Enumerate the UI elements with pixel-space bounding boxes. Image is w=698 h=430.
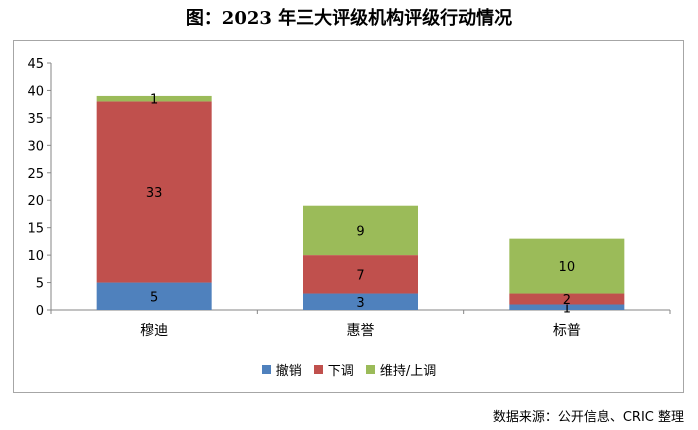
data-label: 10 (559, 260, 576, 275)
y-tick-label: 10 (27, 249, 44, 264)
bar-segment (303, 255, 418, 294)
bar-segment (303, 293, 418, 310)
legend-item: 下调 (313, 360, 354, 379)
data-label: 3 (356, 296, 364, 311)
legend-item: 撤销 (261, 360, 302, 379)
y-tick-label: 5 (36, 277, 44, 292)
y-tick-label: 30 (27, 139, 44, 154)
data-label: 9 (356, 224, 364, 239)
data-label: 5 (150, 290, 158, 305)
y-tick-label: 15 (27, 222, 44, 237)
legend-label: 维持/上调 (379, 364, 437, 379)
data-label: 33 (146, 186, 163, 201)
legend-label: 下调 (327, 364, 354, 379)
data-label: 7 (356, 268, 364, 283)
legend-label: 撤销 (275, 364, 302, 379)
x-tick-label: 惠誉 (347, 323, 375, 339)
bar-segment (96, 101, 212, 283)
chart-title: 图：2023 年三大评级机构评级行动情况 (185, 8, 513, 29)
legend-swatch (261, 365, 271, 374)
legend-swatch (365, 365, 375, 374)
data-label: 2 (563, 293, 571, 308)
legend-item: 维持/上调 (365, 360, 437, 379)
y-tick-label: 45 (27, 57, 44, 72)
y-tick-label: 25 (27, 167, 44, 182)
bar-segment (303, 205, 418, 256)
data-label: 1 (563, 301, 571, 316)
data-label: 1 (150, 93, 158, 108)
bar-segment (96, 95, 212, 102)
data-source: 数据来源：公开信息、CRIC 整理 (492, 410, 684, 425)
bar-segment (96, 282, 212, 310)
bar-segment (509, 238, 625, 294)
x-tick-label: 穆迪 (140, 323, 168, 339)
x-tick-label: 标普 (553, 323, 581, 339)
bar-segment (509, 304, 625, 310)
y-tick-label: 35 (27, 112, 44, 127)
bar-segment (509, 293, 625, 305)
y-tick-label: 40 (27, 84, 44, 99)
y-tick-label: 20 (27, 194, 44, 209)
chart-legend: 撤销 下调 维持/上调 (0, 360, 698, 379)
y-tick-label: 0 (36, 304, 44, 319)
legend-swatch (313, 365, 323, 374)
